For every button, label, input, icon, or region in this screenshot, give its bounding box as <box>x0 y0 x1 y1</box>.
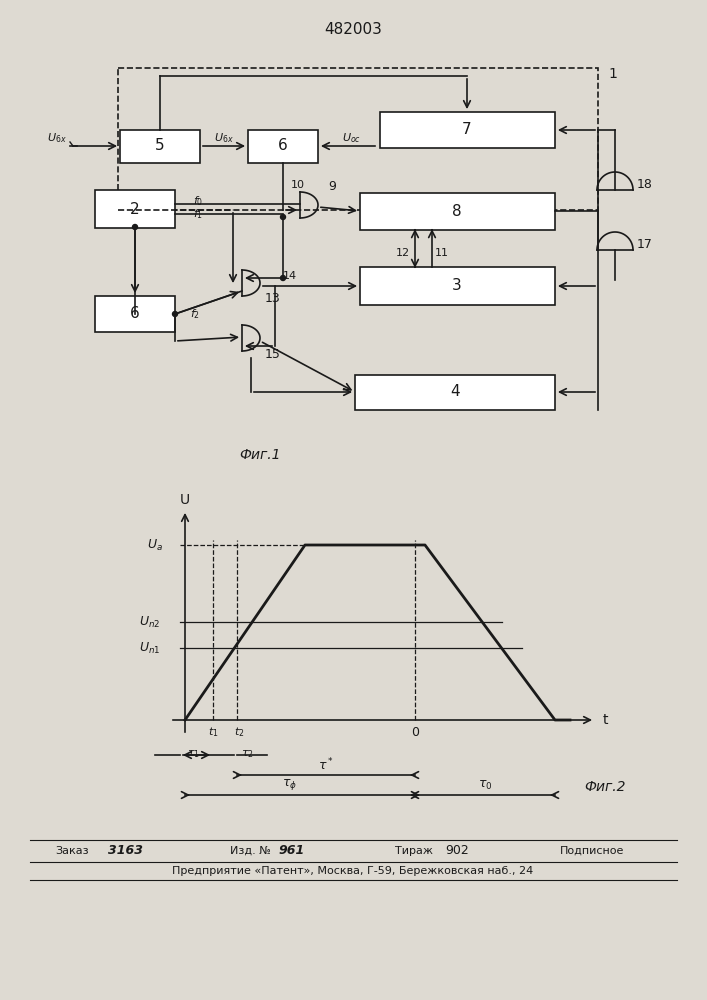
Text: $U_{n2}$: $U_{n2}$ <box>139 614 160 630</box>
Text: 1: 1 <box>609 67 617 81</box>
Text: Тираж: Тираж <box>395 846 433 856</box>
Text: $\tau_{\phi}$: $\tau_{\phi}$ <box>283 778 298 792</box>
Text: 8: 8 <box>452 204 462 219</box>
Text: Предприятие «Патент», Москва, Г-59, Бережковская наб., 24: Предприятие «Патент», Москва, Г-59, Бере… <box>173 866 534 876</box>
Text: 15: 15 <box>265 348 281 360</box>
Text: 7: 7 <box>462 122 472 137</box>
Text: $\tau_0$: $\tau_0$ <box>478 778 492 792</box>
Text: 11: 11 <box>435 248 449 258</box>
Text: $U_{6x}$: $U_{6x}$ <box>214 131 234 145</box>
Bar <box>95 190 175 228</box>
Text: 13: 13 <box>265 292 281 306</box>
Text: $f_0$: $f_0$ <box>193 194 204 208</box>
Text: $t_1$: $t_1$ <box>208 725 218 739</box>
Text: $\tau_2$: $\tau_2$ <box>240 748 253 760</box>
Bar <box>380 112 555 148</box>
Circle shape <box>132 225 137 230</box>
Text: 4: 4 <box>450 384 460 399</box>
Text: $t_2$: $t_2$ <box>234 725 244 739</box>
Circle shape <box>281 215 286 220</box>
Bar <box>118 68 598 210</box>
Text: 902: 902 <box>445 844 469 857</box>
Circle shape <box>173 312 177 316</box>
Text: t: t <box>602 713 608 727</box>
Circle shape <box>281 275 286 280</box>
Text: 6: 6 <box>130 306 140 322</box>
Bar <box>95 296 175 332</box>
Text: $U_{6x}$: $U_{6x}$ <box>47 131 67 145</box>
Bar <box>360 267 555 305</box>
Text: 10: 10 <box>291 180 305 190</box>
Bar <box>248 130 318 163</box>
Text: $U_a$: $U_a$ <box>147 537 163 553</box>
Text: 12: 12 <box>396 248 410 258</box>
Text: Фиг.1: Фиг.1 <box>239 448 281 462</box>
Text: 5: 5 <box>156 138 165 153</box>
Text: 9: 9 <box>328 180 336 194</box>
Text: $\tau^*$: $\tau^*$ <box>318 757 334 773</box>
Text: $f_2$: $f_2$ <box>190 307 200 321</box>
Text: 2: 2 <box>130 202 140 217</box>
Text: 3: 3 <box>452 278 462 294</box>
Text: Изд. №: Изд. № <box>230 846 271 856</box>
Bar <box>120 130 200 163</box>
Text: Заказ: Заказ <box>55 846 88 856</box>
Text: 482003: 482003 <box>324 22 382 37</box>
Text: U: U <box>180 493 190 507</box>
Text: 3163: 3163 <box>108 844 143 857</box>
Text: $f_1$: $f_1$ <box>193 207 203 221</box>
Text: 6: 6 <box>278 138 288 153</box>
Bar <box>355 375 555 410</box>
Text: 18: 18 <box>637 178 653 192</box>
Text: $\tau_1$: $\tau_1$ <box>187 748 199 760</box>
Text: Фиг.2: Фиг.2 <box>584 780 626 794</box>
Text: 14: 14 <box>283 271 297 281</box>
Text: $U_{n1}$: $U_{n1}$ <box>139 640 160 656</box>
Text: 961: 961 <box>278 844 304 857</box>
Text: Подписное: Подписное <box>560 846 624 856</box>
Bar <box>360 193 555 230</box>
Text: $U_{oc}$: $U_{oc}$ <box>342 131 361 145</box>
Text: 0: 0 <box>411 726 419 738</box>
Text: 17: 17 <box>637 238 653 251</box>
